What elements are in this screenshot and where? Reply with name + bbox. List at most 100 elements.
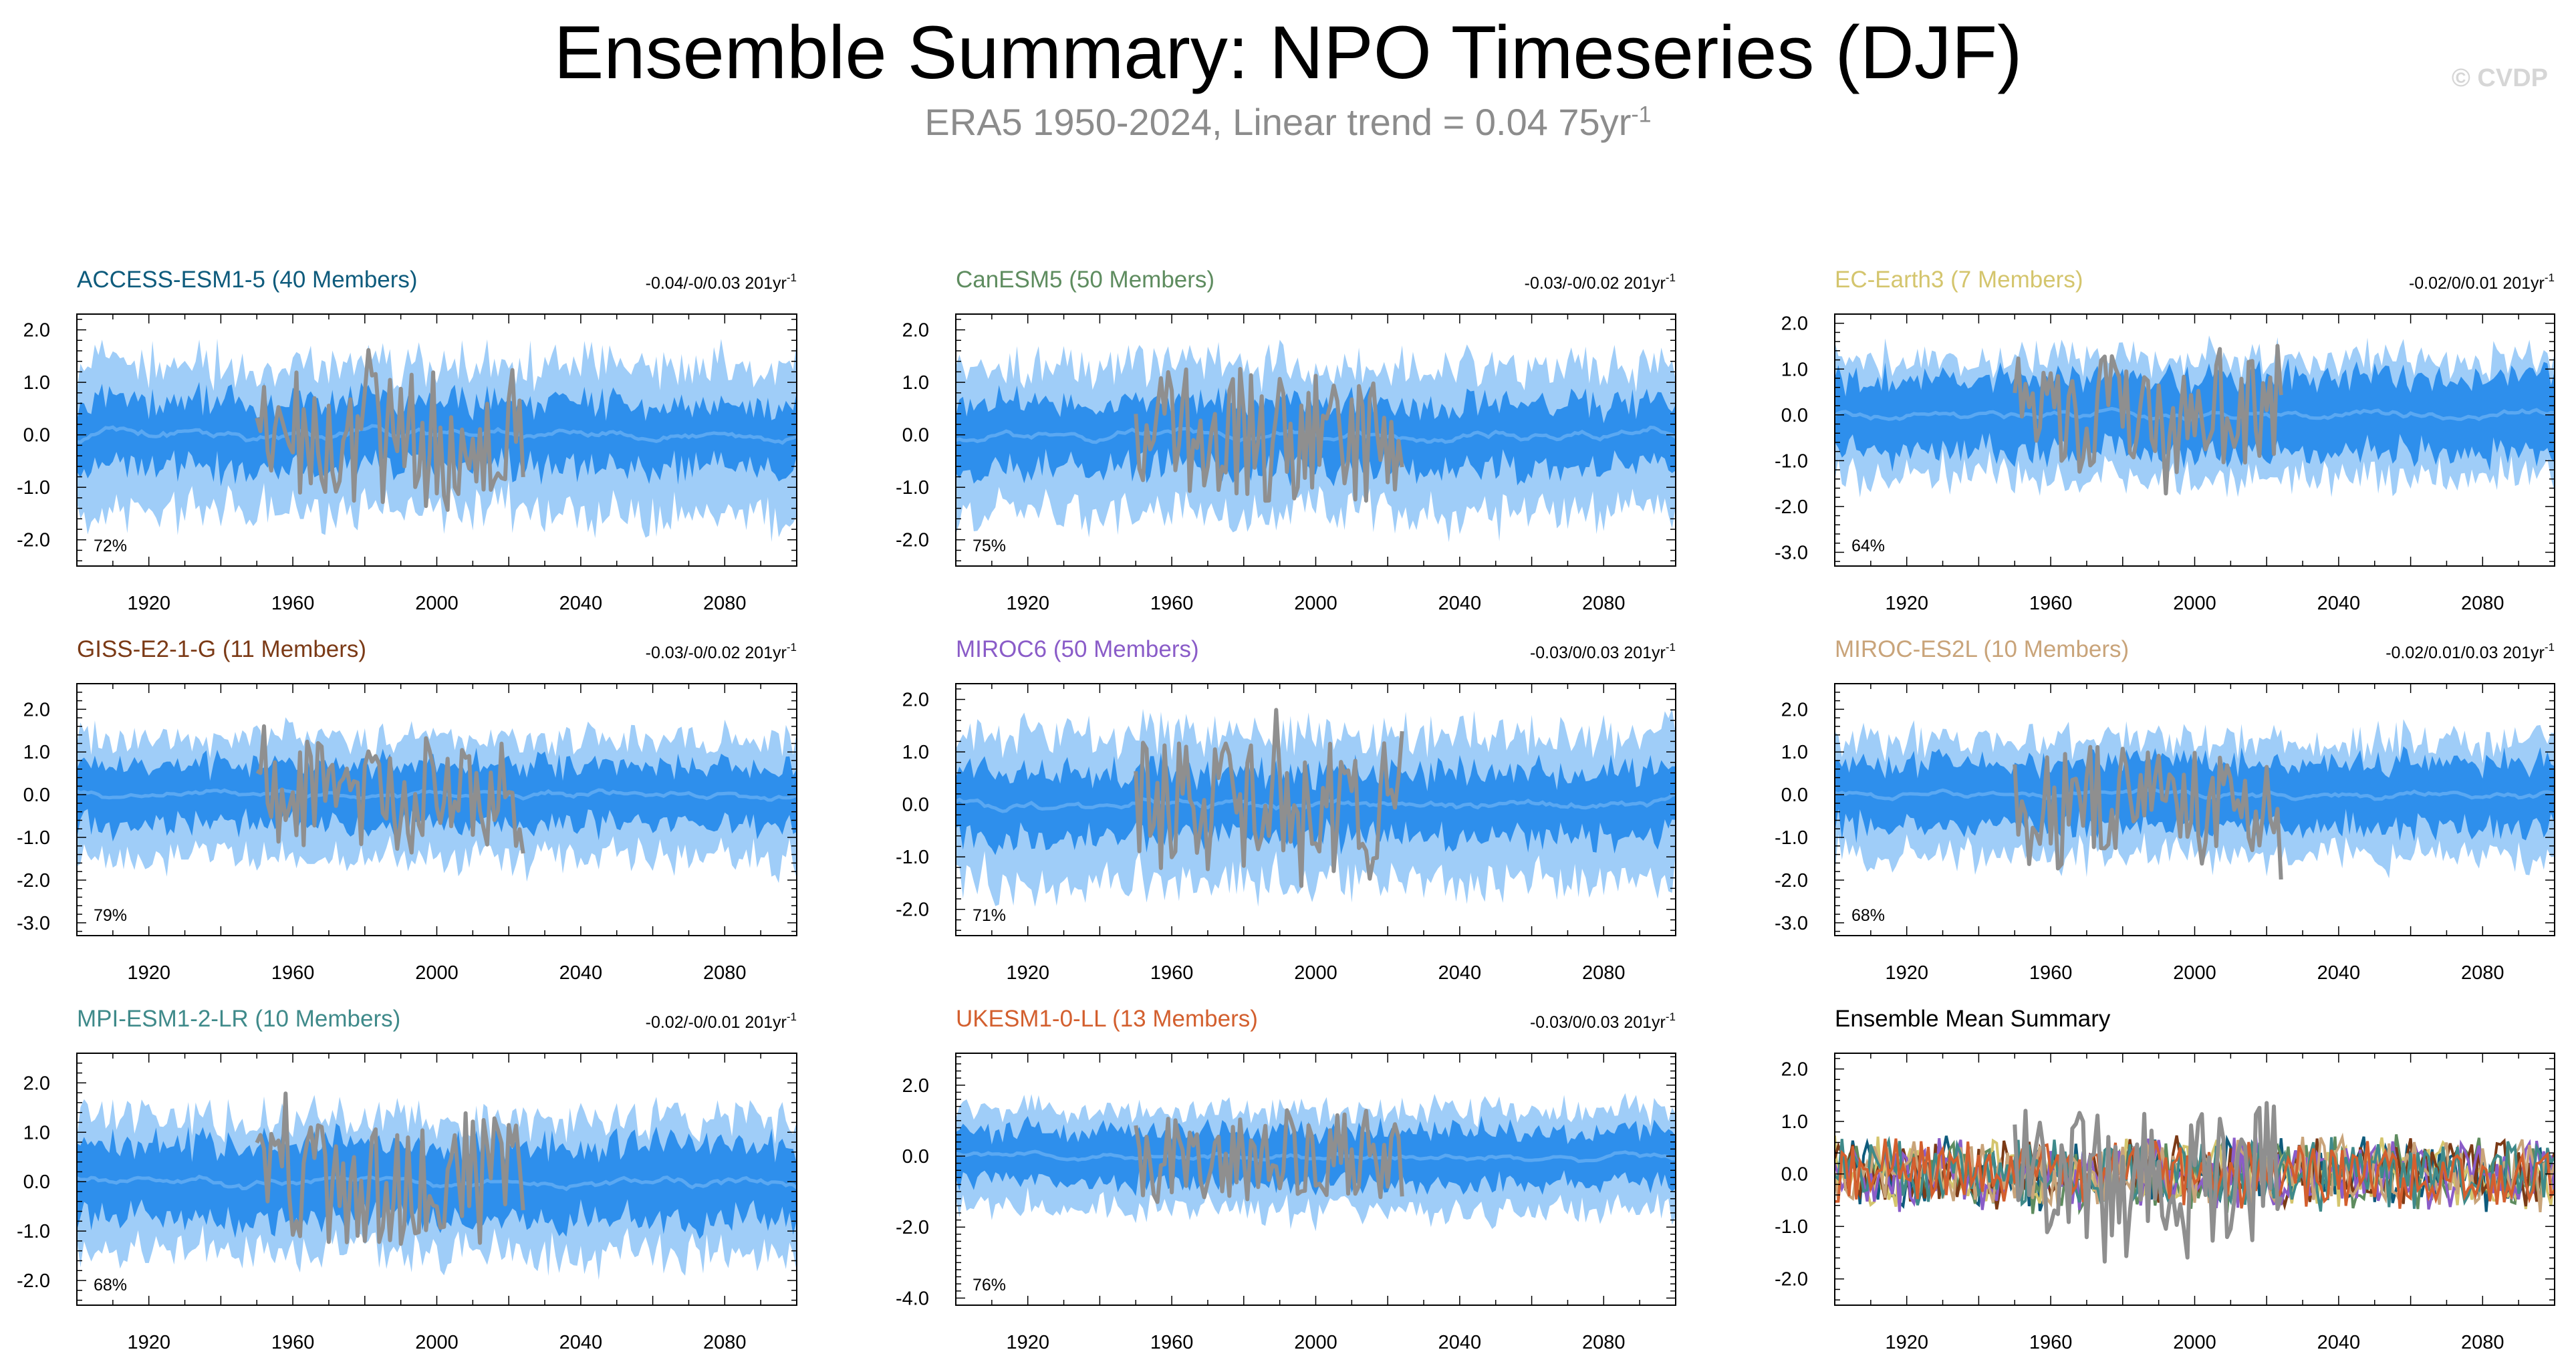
x-tick-label: 2040 <box>1438 962 1482 984</box>
x-tick-label: 2000 <box>1294 593 1337 614</box>
trend-label: -0.02/-0/0.01 201yr-1 <box>646 1010 797 1032</box>
observations-line <box>2013 1101 2283 1264</box>
y-tick-label: 1.0 <box>1781 359 1808 380</box>
x-tick-label: 1920 <box>127 593 170 614</box>
trend-superscript: -1 <box>1666 1010 1676 1023</box>
panel-title: UKESM1-0-LL (13 Members) <box>956 1006 1258 1032</box>
y-tick-label: -2.0 <box>1775 870 1808 891</box>
percent-label: 79% <box>94 906 127 925</box>
y-tick-label: 2.0 <box>902 320 929 341</box>
x-tick-label: 1960 <box>271 1332 315 1353</box>
y-tick-label: -2.0 <box>896 1217 929 1238</box>
x-tick-label: 1920 <box>1006 593 1049 614</box>
chart-panel: MIROC6 (50 Members) -0.03/0/0.03 201yr-1 1… <box>896 636 1676 984</box>
trend-label: -0.03/-0/0.02 201yr-1 <box>646 641 797 662</box>
x-tick-label: 2040 <box>559 593 603 614</box>
observations-line <box>2013 744 2283 880</box>
panel-title: Ensemble Mean Summary <box>1835 1006 2111 1032</box>
figure-title: Ensemble Summary: NPO Timeseries (DJF) <box>553 11 2023 94</box>
panel-title: CanESM5 (50 Members) <box>956 267 1214 293</box>
percent-label: 76% <box>973 1276 1006 1294</box>
x-tick-label: 2000 <box>1294 1332 1337 1353</box>
x-tick-label: 2000 <box>415 1332 459 1353</box>
x-tick-label: 1960 <box>1150 1332 1194 1353</box>
trend-superscript: -1 <box>787 271 797 284</box>
plot-area <box>1835 719 2555 880</box>
percent-label: 75% <box>973 537 1006 555</box>
y-tick-label: -1.0 <box>17 1221 50 1242</box>
x-tick-label: 1920 <box>127 962 170 984</box>
x-tick-label: 2080 <box>1582 593 1626 614</box>
plot-area <box>77 717 797 883</box>
y-tick-label: -1.0 <box>1775 1216 1808 1238</box>
panel-title: MIROC-ES2L (10 Members) <box>1835 636 2129 662</box>
y-tick-label: 0.0 <box>23 785 50 806</box>
y-tick-label: 2.0 <box>902 1075 929 1097</box>
y-tick-label: -1.0 <box>17 477 50 499</box>
chart-panel: Ensemble Mean Summary 1920 1960 2000 2040 208… <box>1775 1006 2555 1353</box>
copyright-label: © CVDP <box>2451 64 2548 92</box>
y-tick-label: -2.0 <box>1775 1269 1808 1290</box>
x-tick-label: 2000 <box>415 593 459 614</box>
trend-superscript: -1 <box>1666 641 1676 654</box>
plot-area <box>956 339 1676 543</box>
y-tick-label: 1.0 <box>23 372 50 394</box>
ensemble-mean-line <box>956 1149 1676 1163</box>
y-tick-label: 0.0 <box>23 1172 50 1193</box>
y-tick-label: -4.0 <box>896 1288 929 1309</box>
chart-panel: ACCESS-ESM1-5 (40 Members) -0.04/-0/0.03 … <box>17 267 797 614</box>
x-tick-label: 2080 <box>2461 1332 2504 1353</box>
chart-panel: UKESM1-0-LL (13 Members) -0.03/0/0.03 201… <box>896 1006 1676 1353</box>
y-tick-label: 0.0 <box>23 425 50 446</box>
y-tick-label: -2.0 <box>896 900 929 921</box>
y-tick-label: -1.0 <box>17 827 50 849</box>
x-tick-label: 2040 <box>2317 962 2361 984</box>
trend-superscript: -1 <box>787 641 797 654</box>
x-tick-label: 1920 <box>1885 1332 1928 1353</box>
plot-area <box>77 1091 797 1280</box>
x-tick-label: 1920 <box>1885 962 1928 984</box>
figure-subtitle: ERA5 1950-2024, Linear trend = 0.04 75yr… <box>0 100 2576 144</box>
y-tick-label: -1.0 <box>1775 827 1808 849</box>
model-mean-line <box>1835 1138 2555 1209</box>
y-tick-label: 1.0 <box>23 742 50 763</box>
plot-area <box>1835 1101 2555 1264</box>
percent-label: 71% <box>973 906 1006 925</box>
y-tick-label: 2.0 <box>1781 1059 1808 1081</box>
y-tick-label: 0.0 <box>902 425 929 446</box>
x-tick-label: 2000 <box>2173 1332 2216 1353</box>
x-tick-label: 1960 <box>2029 962 2073 984</box>
x-tick-label: 2080 <box>1582 962 1626 984</box>
x-tick-label: 1920 <box>1006 1332 1049 1353</box>
y-tick-label: -2.0 <box>17 530 50 551</box>
y-tick-label: -3.0 <box>1775 542 1808 563</box>
x-tick-label: 1920 <box>1006 962 1049 984</box>
trend-label: -0.02/0.01/0.03 201yr-1 <box>2386 641 2555 662</box>
y-tick-label: 2.0 <box>1781 699 1808 720</box>
chart-panel: MIROC-ES2L (10 Members) -0.02/0.01/0.03 2… <box>1775 636 2555 984</box>
ensemble-mean-line <box>77 1174 797 1192</box>
y-tick-label: 0.0 <box>1781 405 1808 426</box>
plot-area <box>1835 335 2555 498</box>
y-tick-label: 1.0 <box>902 372 929 394</box>
x-tick-label: 2000 <box>1294 962 1337 984</box>
observations-line <box>255 724 525 855</box>
panel-title: ACCESS-ESM1-5 (40 Members) <box>77 267 418 293</box>
trend-label: -0.03/0/0.03 201yr-1 <box>1530 641 1676 662</box>
panel-title: MIROC6 (50 Members) <box>956 636 1199 662</box>
x-tick-label: 2040 <box>2317 1332 2361 1353</box>
x-tick-label: 2040 <box>1438 593 1482 614</box>
x-tick-label: 1920 <box>127 1332 170 1353</box>
percent-label: 68% <box>1851 906 1885 925</box>
inner-spread-band <box>77 1123 797 1239</box>
y-tick-label: 1.0 <box>23 1122 50 1143</box>
y-tick-label: -3.0 <box>17 913 50 934</box>
y-tick-label: 2.0 <box>902 690 929 711</box>
y-tick-label: 0.0 <box>1781 785 1808 806</box>
x-tick-label: 2040 <box>559 962 603 984</box>
x-tick-label: 2040 <box>1438 1332 1482 1353</box>
x-tick-label: 1960 <box>271 593 315 614</box>
x-tick-label: 2080 <box>703 593 747 614</box>
y-tick-label: -1.0 <box>896 477 929 499</box>
